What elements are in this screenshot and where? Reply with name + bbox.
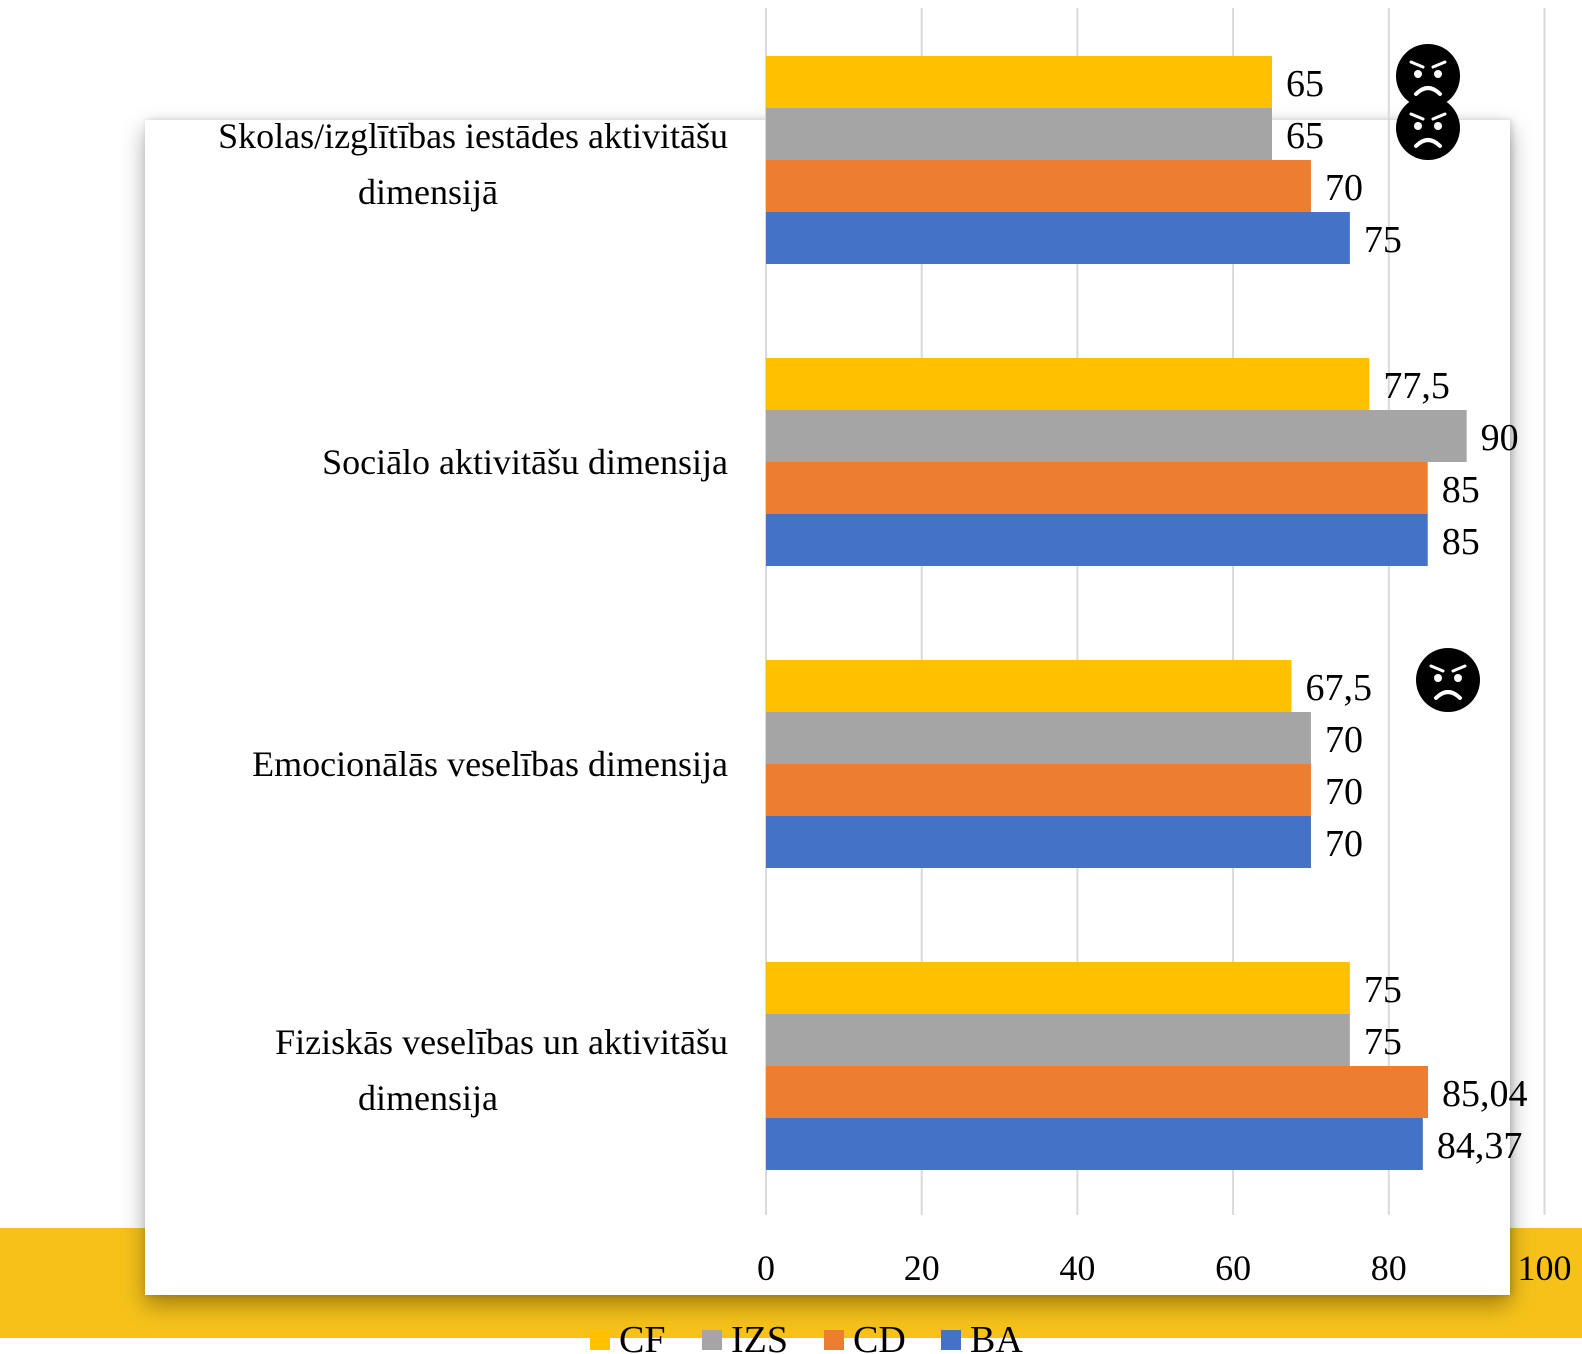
bar-ba (766, 514, 1428, 566)
legend-label-izs: IZS (731, 1319, 788, 1354)
data-label: 70 (1325, 771, 1363, 813)
data-label: 84,37 (1437, 1125, 1523, 1167)
category-label: Fiziskās veselības un aktivitāšu (275, 1022, 728, 1062)
data-label: 75 (1364, 969, 1402, 1011)
data-label: 77,5 (1383, 365, 1450, 407)
bar-cd (766, 1066, 1429, 1118)
x-tick-label: 40 (1059, 1248, 1095, 1288)
legend: CF IZS CD BA (590, 1319, 1023, 1354)
bar-ba (766, 212, 1350, 264)
bar-cf (766, 358, 1370, 410)
annotation-icons (1396, 44, 1480, 712)
data-label: 75 (1364, 219, 1402, 261)
bars (766, 56, 1467, 1170)
bar-izs (766, 108, 1273, 160)
category-label-continued: dimensija (358, 1078, 498, 1118)
legend-swatch-ba (941, 1330, 961, 1350)
data-label: 70 (1325, 167, 1363, 209)
bar-ba (766, 1118, 1423, 1170)
x-axis-tick-labels: 0 20 40 60 80 100 (757, 1248, 1572, 1288)
x-tick-label: 20 (904, 1248, 940, 1288)
data-label: 90 (1481, 417, 1519, 459)
category-label-continued: dimensijā (358, 172, 498, 212)
bar-izs (766, 712, 1311, 764)
data-label: 65 (1286, 63, 1324, 105)
data-label: 67,5 (1305, 667, 1372, 709)
data-labels: 6565707577,590858567,5707070757585,0484,… (1286, 63, 1528, 1167)
bar-cf (766, 660, 1292, 712)
data-label: 65 (1286, 115, 1324, 157)
bar-cf (766, 962, 1350, 1014)
data-label: 75 (1364, 1021, 1402, 1063)
legend-swatch-cf (590, 1330, 610, 1350)
bar-izs (766, 410, 1467, 462)
legend-swatch-izs (702, 1330, 722, 1350)
category-label: Sociālo aktivitāšu dimensija (322, 442, 728, 482)
data-label: 85,04 (1442, 1073, 1528, 1115)
bar-izs (766, 1014, 1350, 1066)
sad-face-icon (1396, 96, 1460, 160)
bar-cd (766, 462, 1428, 514)
category-label: Skolas/izglītības iestādes aktivitāšu (218, 116, 728, 156)
legend-label-cd: CD (853, 1319, 906, 1354)
data-label: 85 (1442, 469, 1480, 511)
category-labels: Skolas/izglītības iestādes aktivitāšu dim… (218, 116, 728, 1118)
sad-face-icon (1396, 44, 1460, 108)
legend-label-cf: CF (619, 1319, 665, 1354)
x-tick-label: 60 (1215, 1248, 1251, 1288)
bar-cd (766, 160, 1311, 212)
data-label: 70 (1325, 719, 1363, 761)
category-label: Emocionālās veselības dimensija (252, 744, 728, 784)
x-tick-label: 100 (1518, 1248, 1572, 1288)
bar-ba (766, 816, 1311, 868)
legend-label-ba: BA (970, 1319, 1023, 1354)
x-tick-label: 80 (1371, 1248, 1407, 1288)
x-tick-label: 0 (757, 1248, 775, 1288)
bar-cf (766, 56, 1273, 108)
data-label: 70 (1325, 823, 1363, 865)
legend-swatch-cd (824, 1330, 844, 1350)
sad-face-icon (1416, 648, 1480, 712)
data-label: 85 (1442, 521, 1480, 563)
bar-cd (766, 764, 1311, 816)
